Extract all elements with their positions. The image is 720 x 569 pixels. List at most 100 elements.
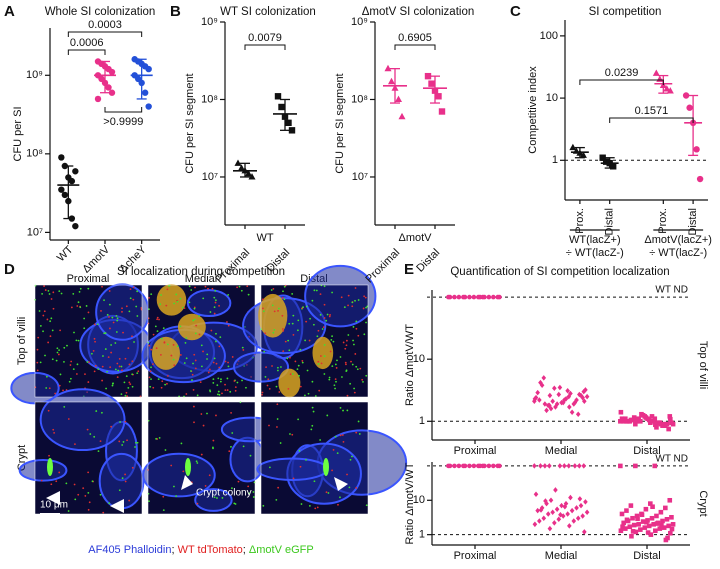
bacteria	[275, 385, 278, 388]
bacteria	[158, 436, 161, 439]
bacteria	[192, 319, 195, 322]
bacteria	[323, 373, 326, 375]
comparison-bracket	[609, 117, 694, 123]
bacteria	[322, 326, 325, 329]
data-point	[550, 509, 555, 515]
bacteria	[301, 360, 304, 362]
bacteria	[267, 378, 270, 381]
bacteria	[162, 495, 165, 498]
data-point	[566, 463, 572, 469]
bacteria	[114, 342, 117, 344]
bacteria	[204, 485, 207, 487]
data-point	[394, 95, 403, 103]
bacteria	[163, 341, 166, 344]
bacteria	[272, 287, 275, 290]
data-point	[477, 294, 483, 300]
bacteria	[306, 369, 309, 372]
bacteria	[326, 414, 329, 417]
bacteria	[124, 480, 127, 483]
bacteria	[262, 298, 264, 301]
bacteria	[47, 409, 50, 412]
x-tick-label: Distal	[414, 247, 442, 275]
data-point	[574, 505, 579, 511]
bacteria	[307, 392, 310, 395]
bacteria	[297, 329, 299, 332]
chart-title: SI competition	[589, 6, 662, 18]
bacteria	[323, 355, 326, 358]
bacteria	[157, 378, 160, 381]
x-tick-label: Prox.	[574, 208, 586, 234]
bacteria	[118, 357, 121, 360]
data-point	[467, 463, 472, 469]
bacteria	[79, 287, 82, 290]
bacteria	[44, 354, 46, 357]
bacteria	[319, 439, 322, 441]
bacteria	[247, 293, 250, 296]
data-point	[667, 414, 673, 419]
bacteria	[215, 340, 217, 343]
bacteria	[319, 355, 322, 357]
data-point	[666, 523, 671, 529]
bacteria	[101, 285, 103, 288]
data-point	[638, 527, 643, 532]
bacteria	[150, 378, 152, 381]
bacteria	[195, 460, 198, 463]
bacteria	[49, 335, 52, 338]
data-point	[428, 80, 435, 87]
bacteria	[351, 455, 353, 458]
chart-title: Quantification of SI competition localiz…	[450, 266, 669, 278]
data-point	[652, 416, 658, 422]
data-point	[651, 419, 656, 424]
x-tick-label: Distal	[633, 445, 661, 457]
bacteria	[323, 303, 326, 306]
bacteria	[42, 330, 44, 333]
data-point	[657, 526, 663, 531]
comparison-bracket	[244, 44, 286, 50]
x-tick-label: Medial	[545, 445, 577, 457]
x-tick-label: Distal	[604, 208, 616, 236]
bacteria	[339, 356, 342, 358]
group-label: WT	[256, 232, 273, 244]
bacteria	[50, 483, 53, 486]
data-point	[649, 515, 655, 521]
data-point	[633, 418, 639, 424]
x-tick-label: Distal	[687, 208, 699, 236]
bacteria	[316, 335, 319, 338]
bacteria	[115, 331, 118, 333]
y-axis-label: Ratio ΔmotV/WT	[404, 324, 416, 406]
bacteria	[108, 290, 111, 292]
data-point	[619, 416, 625, 422]
bacteria	[292, 314, 295, 317]
data-point	[535, 507, 540, 514]
bacteria	[56, 351, 59, 354]
legend-entry: ΔmotV eGFP	[249, 544, 314, 556]
data-point	[646, 523, 652, 529]
data-point	[477, 463, 483, 469]
data-point	[630, 417, 635, 423]
bacteria	[278, 391, 281, 393]
bacteria	[334, 435, 337, 438]
bacteria	[275, 499, 278, 501]
data-point	[456, 463, 462, 469]
bacteria	[73, 483, 76, 486]
data-point	[482, 463, 487, 469]
data-point	[560, 513, 566, 519]
data-point	[557, 384, 563, 391]
bacteria	[92, 349, 95, 352]
bacteria	[168, 284, 171, 287]
bacteria	[226, 321, 228, 323]
bacteria	[185, 337, 188, 339]
bacteria	[45, 375, 48, 378]
bacteria	[321, 328, 324, 330]
bacteria	[185, 357, 188, 360]
y-tick-label: 10⁹	[201, 16, 218, 28]
bacteria	[329, 313, 331, 316]
data-point	[653, 528, 658, 534]
bacteria	[236, 381, 239, 384]
data-point	[663, 85, 671, 92]
bacteria	[219, 336, 222, 339]
data-point	[467, 294, 472, 300]
bacteria	[208, 474, 211, 477]
data-point	[547, 525, 553, 532]
bacteria	[227, 293, 230, 296]
